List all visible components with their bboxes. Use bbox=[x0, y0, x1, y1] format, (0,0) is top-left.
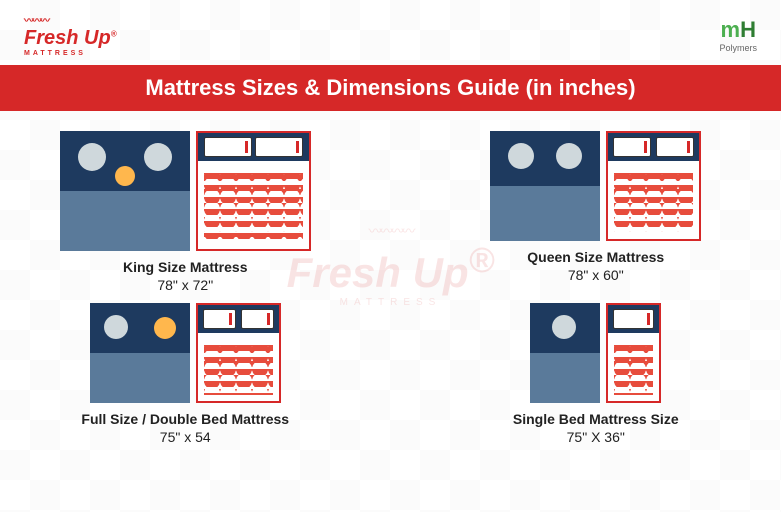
king-bed-diagram bbox=[196, 131, 311, 251]
single-dims: 75" X 36" bbox=[567, 429, 625, 445]
brand-sub: MATTRESS bbox=[24, 50, 117, 57]
mh-sub: Polymers bbox=[719, 43, 757, 53]
mh-h: H bbox=[740, 17, 756, 42]
full-sleep-illustration bbox=[90, 303, 190, 403]
queen-dims: 78" x 60" bbox=[568, 267, 624, 283]
queen-label: Queen Size Mattress bbox=[527, 249, 664, 265]
king-sleep-illustration bbox=[60, 131, 190, 251]
full-bed-diagram bbox=[196, 303, 281, 403]
sizes-grid: King Size Mattress 78" x 72" Queen Size … bbox=[0, 111, 781, 465]
queen-bed-diagram bbox=[606, 131, 701, 241]
single-label: Single Bed Mattress Size bbox=[513, 411, 679, 427]
full-label: Full Size / Double Bed Mattress bbox=[81, 411, 289, 427]
brand-name: Fresh Up bbox=[24, 27, 111, 49]
item-queen: Queen Size Mattress 78" x 60" bbox=[451, 131, 742, 293]
king-dims: 78" x 72" bbox=[157, 277, 213, 293]
header: 〰〰〰 Fresh Up® MATTRESS mH Polymers bbox=[0, 0, 781, 65]
mh-m: m bbox=[721, 17, 741, 42]
item-king: King Size Mattress 78" x 72" bbox=[40, 131, 331, 293]
item-single: Single Bed Mattress Size 75" X 36" bbox=[451, 303, 742, 445]
queen-sleep-illustration bbox=[490, 131, 600, 241]
single-sleep-illustration bbox=[530, 303, 600, 403]
item-full: Full Size / Double Bed Mattress 75" x 54 bbox=[40, 303, 331, 445]
single-bed-diagram bbox=[606, 303, 661, 403]
freshup-logo: 〰〰〰 Fresh Up® MATTRESS bbox=[24, 12, 117, 57]
king-label: King Size Mattress bbox=[123, 259, 247, 275]
title-bar: Mattress Sizes & Dimensions Guide (in in… bbox=[0, 65, 781, 111]
reg-mark: ® bbox=[111, 29, 117, 38]
logo-wave: 〰〰〰 bbox=[24, 12, 117, 27]
mh-logo: mH Polymers bbox=[719, 17, 757, 53]
full-dims: 75" x 54 bbox=[160, 429, 211, 445]
